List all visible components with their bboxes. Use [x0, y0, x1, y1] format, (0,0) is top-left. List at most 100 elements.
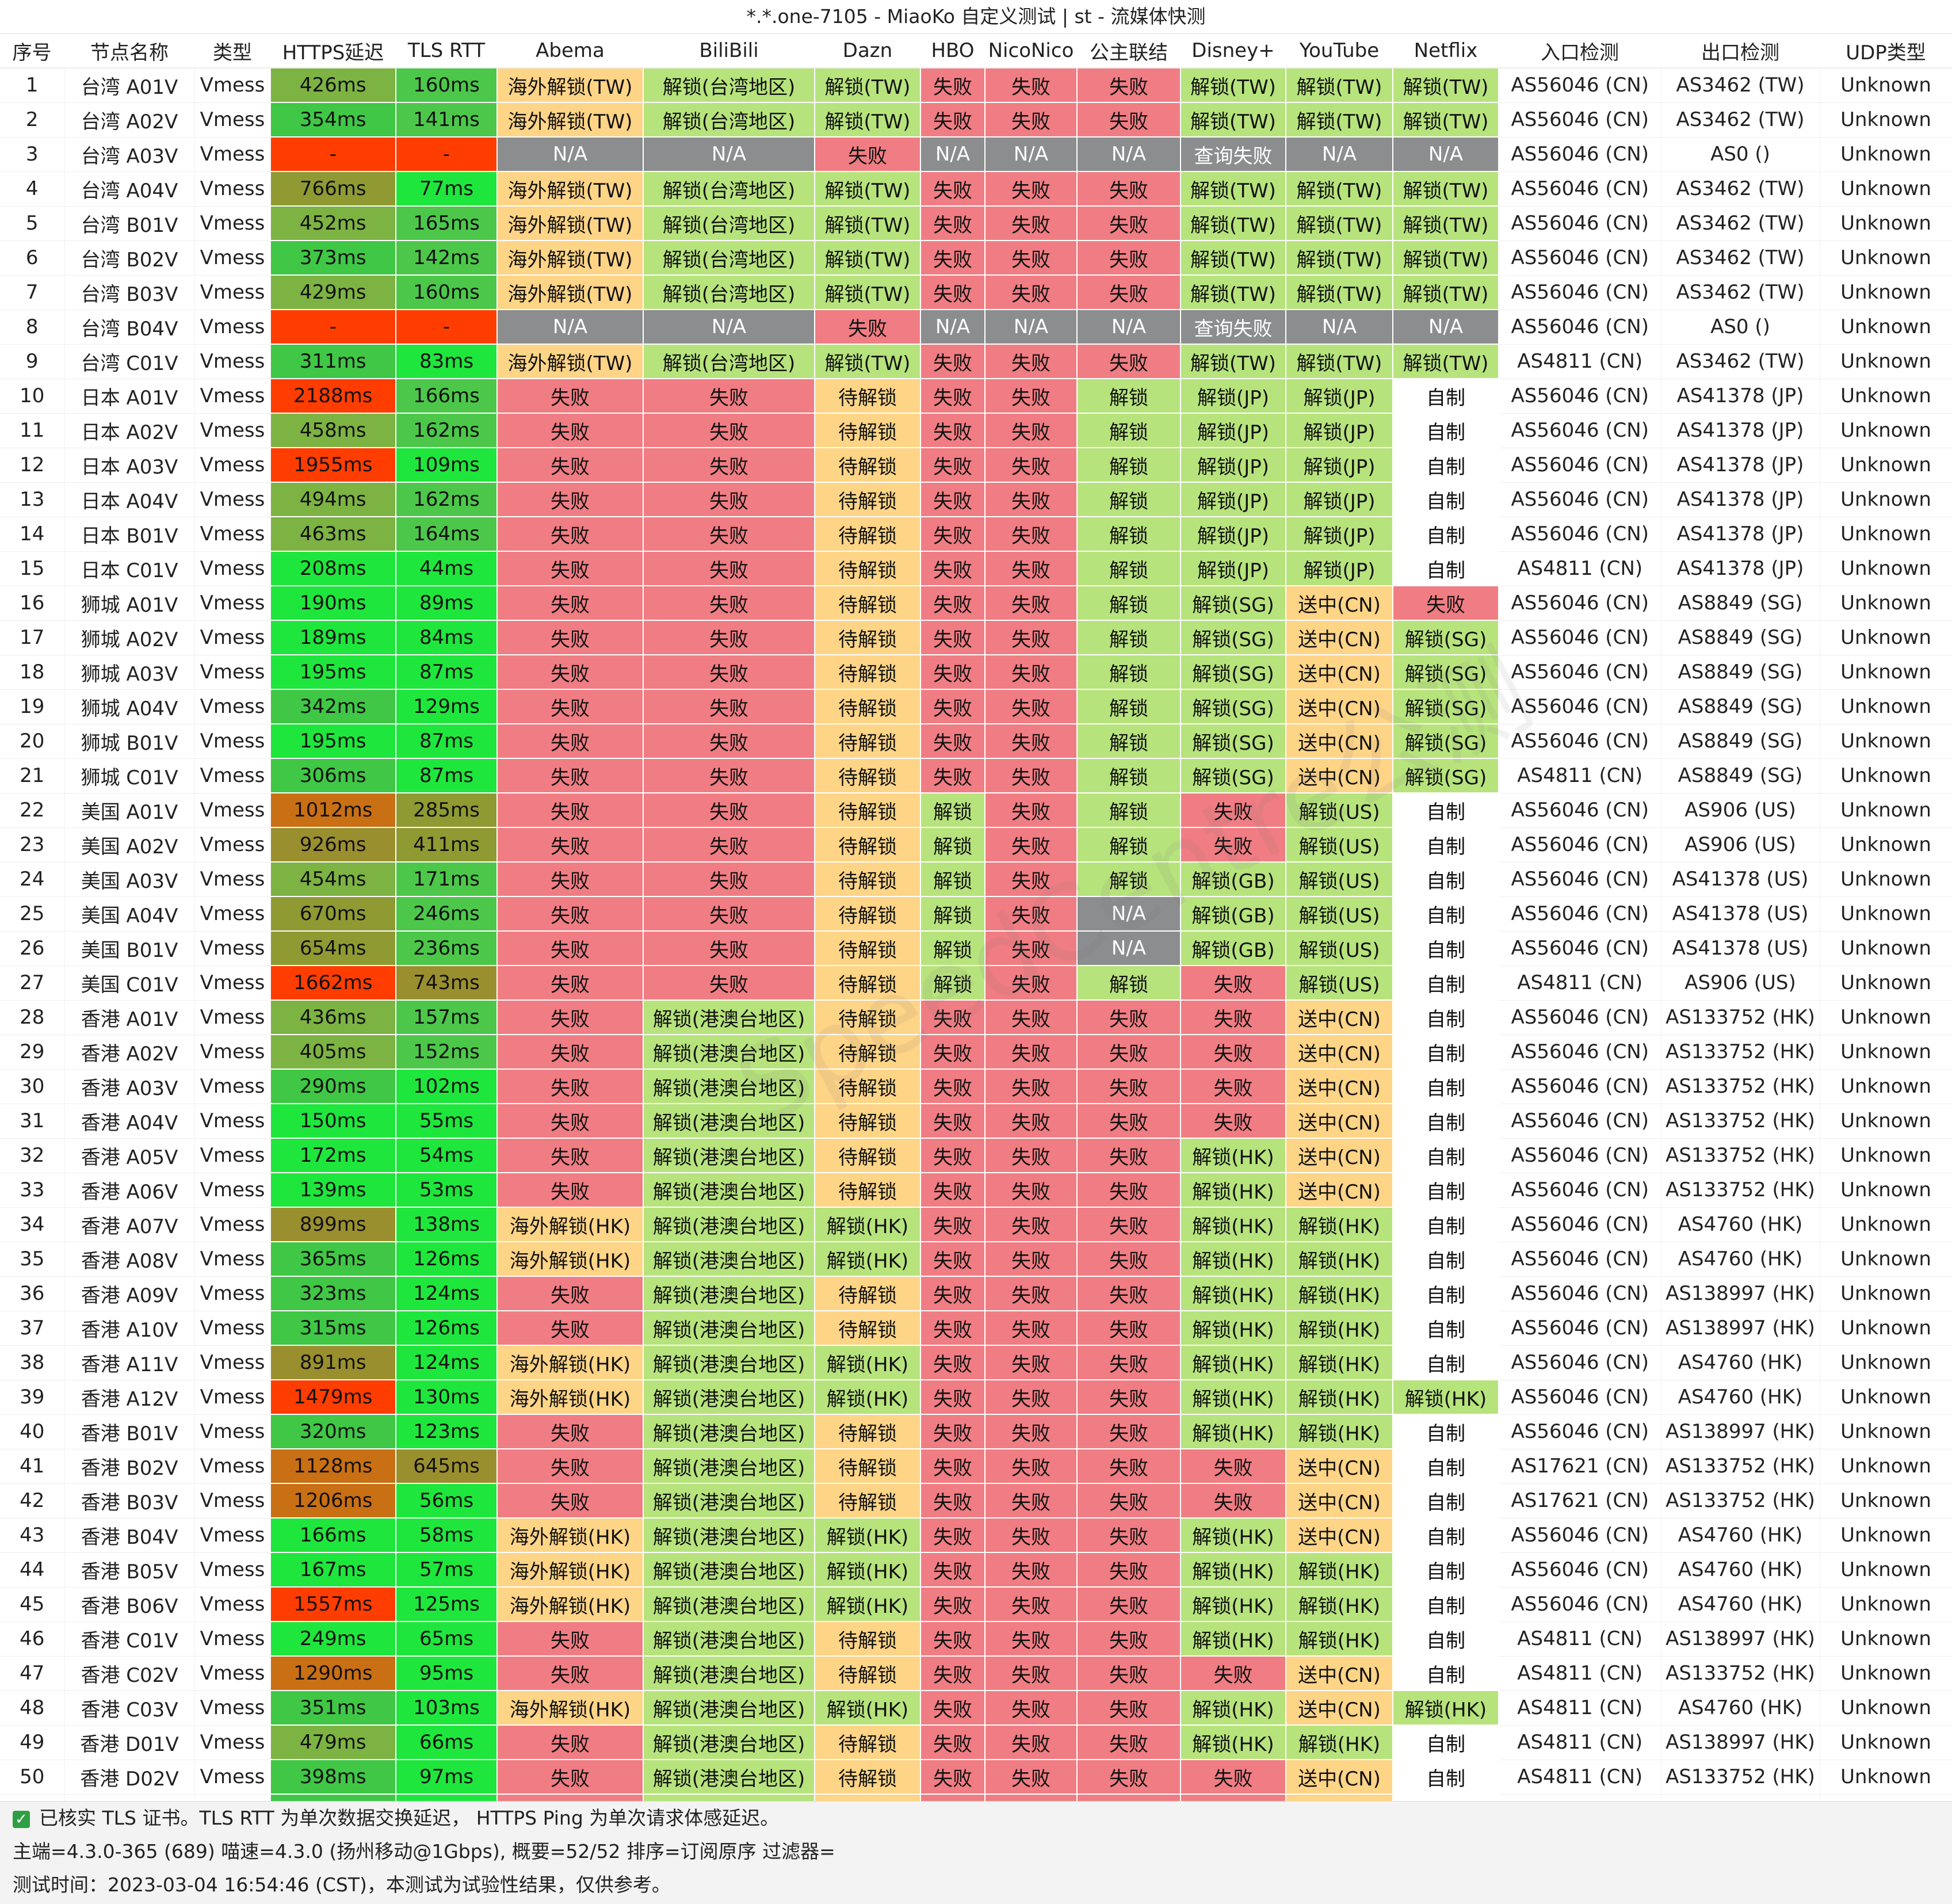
table-row[interactable]: 35 香港 A08V Vmess 365ms 126ms 海外解锁(HK) 解锁(港澳台地区…	[0, 1242, 1952, 1277]
cell-outbound: AS4760 (HK)	[1661, 1587, 1820, 1622]
cell-niconico: 失败	[985, 1449, 1078, 1484]
cell-princess-connect: 失败	[1077, 1552, 1181, 1588]
table-row[interactable]: 24 美国 A03V Vmess 454ms 171ms 失败 失败 待解锁 解锁 失败 解锁 解锁(…	[0, 862, 1952, 897]
column-header[interactable]: 入口检测	[1499, 34, 1661, 68]
table-row[interactable]: 6 台湾 B02V Vmess 373ms 142ms 海外解锁(TW) 解锁(台湾地区) 解…	[0, 241, 1952, 276]
cell-node-name: 台湾 A03V	[64, 137, 195, 172]
table-row[interactable]: 44 香港 B05V Vmess 167ms 57ms 海外解锁(HK) 解锁(港澳台地区)…	[0, 1552, 1952, 1588]
column-header[interactable]: 类型	[194, 34, 271, 68]
footer-line2: 主端=4.3.0-365 (689) 喵速=4.3.0 (扬州移动@1Gbps)…	[13, 1840, 835, 1863]
column-header[interactable]: Abema	[497, 34, 644, 68]
table-row[interactable]: 36 香港 A09V Vmess 323ms 124ms 失败 解锁(港澳台地区) 待解锁 失败…	[0, 1276, 1952, 1311]
table-row[interactable]: 13 日本 A04V Vmess 494ms 162ms 失败 失败 待解锁 失败 失败 解锁 解锁(…	[0, 482, 1952, 517]
table-row[interactable]: 26 美国 B01V Vmess 654ms 236ms 失败 失败 待解锁 解锁 失败 N/A 解锁…	[0, 931, 1952, 966]
table-row[interactable]: 28 香港 A01V Vmess 436ms 157ms 失败 解锁(港澳台地区) 待解锁 失败…	[0, 1000, 1952, 1035]
cell-niconico: N/A	[985, 310, 1078, 345]
cell-disney-plus: 解锁(GB)	[1181, 862, 1286, 897]
cell-index: 16	[0, 586, 65, 621]
table-row[interactable]: 46 香港 C01V Vmess 249ms 65ms 失败 解锁(港澳台地区) 待解锁 失败失…	[0, 1621, 1952, 1657]
column-header[interactable]: Netflix	[1393, 34, 1499, 68]
cell-https-latency: -	[270, 137, 396, 172]
column-header[interactable]: UDP类型	[1820, 34, 1952, 68]
table-row[interactable]: 4 台湾 A04V Vmess 766ms 77ms 海外解锁(TW) 解锁(台湾地区) 解锁…	[0, 171, 1952, 207]
table-row[interactable]: 30 香港 A03V Vmess 290ms 102ms 失败 解锁(港澳台地区) 待解锁 失败…	[0, 1069, 1952, 1104]
table-row[interactable]: 18 狮城 A03V Vmess 195ms 87ms 失败 失败 待解锁 失败 失败 解锁 解锁(S…	[0, 655, 1952, 690]
column-header[interactable]: NicoNico	[985, 34, 1078, 68]
table-row[interactable]: 33 香港 A06V Vmess 139ms 53ms 失败 解锁(港澳台地区) 待解锁 失败失…	[0, 1173, 1952, 1208]
column-header[interactable]: BiliBili	[643, 34, 815, 68]
cell-disney-plus: 解锁(TW)	[1181, 68, 1286, 103]
table-row[interactable]: 5 台湾 B01V Vmess 452ms 165ms 海外解锁(TW) 解锁(台湾地区) 解…	[0, 206, 1952, 241]
table-row[interactable]: 11 日本 A02V Vmess 458ms 162ms 失败 失败 待解锁 失败 失败 解锁 解锁(…	[0, 413, 1952, 448]
cell-abema: N/A	[497, 310, 644, 345]
table-row[interactable]: 39 香港 A12V Vmess 1479ms 130ms 海外解锁(HK) 解锁(港澳台地…	[0, 1380, 1952, 1415]
cell-node-name: 台湾 A02V	[64, 102, 195, 138]
table-row[interactable]: 50 香港 D02V Vmess 398ms 97ms 失败 解锁(港澳台地区) 待解锁 失败失…	[0, 1760, 1952, 1795]
table-row[interactable]: 8 台湾 B04V Vmess - - N/A N/A 失败 N/A N/A N/A 查询失败 N/A N…	[0, 310, 1952, 345]
cell-hbo: 失败	[920, 1000, 985, 1035]
table-row[interactable]: 3 台湾 A03V Vmess - - N/A N/A 失败 N/A N/A N/A 查询失败 N/A N…	[0, 137, 1952, 172]
table-row[interactable]: 23 美国 A02V Vmess 926ms 411ms 失败 失败 待解锁 解锁 失败 解锁 失败解…	[0, 827, 1952, 863]
table-row[interactable]: 49 香港 D01V Vmess 479ms 66ms 失败 解锁(港澳台地区) 待解锁 失败失…	[0, 1725, 1952, 1760]
table-row[interactable]: 20 狮城 B01V Vmess 195ms 87ms 失败 失败 待解锁 失败 失败 解锁 解锁(S…	[0, 724, 1952, 759]
cell-disney-plus: 解锁(HK)	[1181, 1345, 1286, 1380]
table-row[interactable]: 29 香港 A02V Vmess 405ms 152ms 失败 解锁(港澳台地区) 待解锁 失败…	[0, 1035, 1952, 1070]
cell-node-name: 日本 A03V	[64, 448, 195, 483]
column-header[interactable]: 出口检测	[1661, 34, 1820, 68]
column-header[interactable]: 序号	[0, 34, 65, 68]
table-row[interactable]: 10 日本 A01V Vmess 2188ms 166ms 失败 失败 待解锁 失败 失败 解锁 解锁…	[0, 379, 1952, 414]
cell-disney-plus: 失败	[1181, 827, 1286, 863]
table-row[interactable]: 21 狮城 C01V Vmess 306ms 87ms 失败 失败 待解锁 失败 失败 解锁 解锁(S…	[0, 758, 1952, 793]
table-row[interactable]: 25 美国 A04V Vmess 670ms 246ms 失败 失败 待解锁 解锁 失败 N/A 解锁…	[0, 896, 1952, 932]
cell-niconico: 失败	[985, 1587, 1078, 1622]
cell-princess-connect: 失败	[1077, 1449, 1181, 1484]
cell-youtube: 解锁(TW)	[1286, 102, 1393, 138]
cell-outbound: AS3462 (TW)	[1661, 68, 1820, 103]
table-row[interactable]: 9 台湾 C01V Vmess 311ms 83ms 海外解锁(TW) 解锁(台湾地区) 解锁…	[0, 344, 1952, 379]
table-row[interactable]: 2 台湾 A02V Vmess 354ms 141ms 海外解锁(TW) 解锁(台湾地区) 解…	[0, 102, 1952, 138]
table-row[interactable]: 16 狮城 A01V Vmess 190ms 89ms 失败 失败 待解锁 失败 失败 解锁 解锁(S…	[0, 586, 1952, 621]
table-row[interactable]: 41 香港 B02V Vmess 1128ms 645ms 失败 解锁(港澳台地区) 待解锁失…	[0, 1449, 1952, 1484]
table-row[interactable]: 34 香港 A07V Vmess 899ms 138ms 海外解锁(HK) 解锁(港澳台地区…	[0, 1207, 1952, 1242]
cell-tls-rtt: 103ms	[396, 1691, 498, 1726]
column-header[interactable]: HTTPS延迟	[270, 34, 396, 68]
column-header[interactable]: 节点名称	[64, 34, 195, 68]
table-row[interactable]: 12 日本 A03V Vmess 1955ms 109ms 失败 失败 待解锁 失败 失败 解锁 解锁…	[0, 448, 1952, 483]
column-header[interactable]: HBO	[920, 34, 985, 68]
table-row[interactable]: 32 香港 A05V Vmess 172ms 54ms 失败 解锁(港澳台地区) 待解锁 失败失…	[0, 1138, 1952, 1173]
table-row[interactable]: 14 日本 B01V Vmess 463ms 164ms 失败 失败 待解锁 失败 失败 解锁 解锁(…	[0, 517, 1952, 552]
table-row[interactable]: 22 美国 A01V Vmess 1012ms 285ms 失败 失败 待解锁 解锁 失败 解锁 失败…	[0, 793, 1952, 828]
cell-node-name: 香港 C02V	[64, 1656, 195, 1691]
table-row[interactable]: 19 狮城 A04V Vmess 342ms 129ms 失败 失败 待解锁 失败 失败 解锁 解锁(…	[0, 689, 1952, 724]
cell-abema: 海外解锁(HK)	[497, 1345, 644, 1380]
column-header[interactable]: Dazn	[815, 34, 921, 68]
footer-tls-note: ✓ 已核实 TLS 证书。TLS RTT 为单次数据交换延迟， HTTPS Pin…	[0, 1802, 1952, 1835]
cell-udp-type: Unknown	[1820, 517, 1952, 552]
table-row[interactable]: 1 台湾 A01V Vmess 426ms 160ms 海外解锁(TW) 解锁(台湾地区) 解…	[0, 68, 1952, 103]
table-row[interactable]: 45 香港 B06V Vmess 1557ms 125ms 海外解锁(HK) 解锁(港澳台地…	[0, 1587, 1952, 1622]
cell-bilibili: 失败	[643, 862, 815, 897]
table-row[interactable]: 43 香港 B04V Vmess 166ms 58ms 海外解锁(HK) 解锁(港澳台地区)…	[0, 1518, 1952, 1553]
table-row[interactable]: 31 香港 A04V Vmess 150ms 55ms 失败 解锁(港澳台地区) 待解锁 失败失…	[0, 1104, 1952, 1139]
cell-node-name: 台湾 A01V	[64, 68, 195, 103]
table-row[interactable]: 15 日本 C01V Vmess 208ms 44ms 失败 失败 待解锁 失败 失败 解锁 解锁(J…	[0, 551, 1952, 586]
table-row[interactable]: 42 香港 B03V Vmess 1206ms 56ms 失败 解锁(港澳台地区) 待解锁 失败…	[0, 1483, 1952, 1518]
table-row[interactable]: 47 香港 C02V Vmess 1290ms 95ms 失败 解锁(港澳台地区) 待解锁 失败…	[0, 1656, 1952, 1691]
column-header[interactable]: 公主联结	[1077, 34, 1181, 68]
cell-dazn: 待解锁	[815, 655, 921, 690]
table-row[interactable]: 40 香港 B01V Vmess 320ms 123ms 失败 解锁(港澳台地区) 待解锁 失败…	[0, 1414, 1952, 1449]
cell-hbo: 失败	[920, 758, 985, 793]
table-row[interactable]: 37 香港 A10V Vmess 315ms 126ms 失败 解锁(港澳台地区) 待解锁 失败…	[0, 1311, 1952, 1346]
column-header[interactable]: Disney+	[1181, 34, 1286, 68]
table-row[interactable]: 17 狮城 A02V Vmess 189ms 84ms 失败 失败 待解锁 失败 失败 解锁 解锁(S…	[0, 620, 1952, 655]
cell-outbound: AS8849 (SG)	[1661, 655, 1820, 690]
column-header[interactable]: YouTube	[1286, 34, 1393, 68]
cell-index: 24	[0, 862, 65, 897]
table-row[interactable]: 27 美国 C01V Vmess 1662ms 743ms 失败 失败 待解锁 解锁 失败 解锁 失败…	[0, 966, 1952, 1001]
table-row[interactable]: 48 香港 C03V Vmess 351ms 103ms 海外解锁(HK) 解锁(港澳台地区…	[0, 1691, 1952, 1726]
table-row[interactable]: 38 香港 A11V Vmess 891ms 124ms 海外解锁(HK) 解锁(港澳台地区…	[0, 1345, 1952, 1380]
cell-bilibili: 解锁(港澳台地区)	[643, 1760, 815, 1795]
table-row[interactable]: 7 台湾 B03V Vmess 429ms 160ms 海外解锁(TW) 解锁(台湾地区) 解…	[0, 275, 1952, 310]
cell-bilibili: 解锁(港澳台地区)	[643, 1414, 815, 1449]
column-header[interactable]: TLS RTT	[396, 34, 498, 68]
